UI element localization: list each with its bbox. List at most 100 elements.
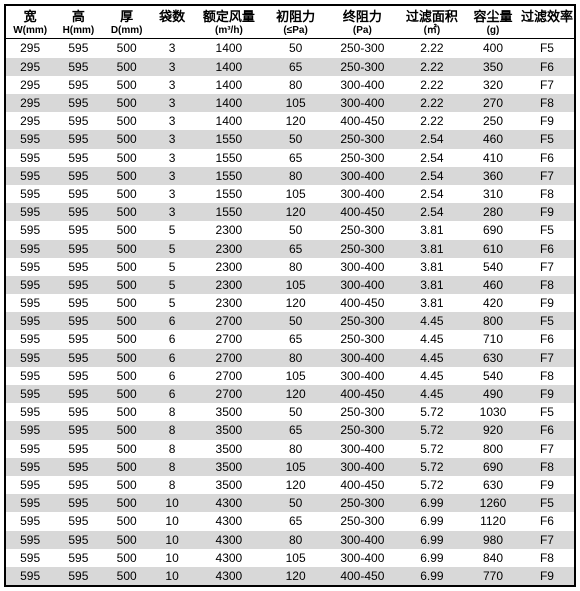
cell: 300-400 [327, 531, 398, 549]
cell: 3 [151, 94, 194, 112]
cell: 460 [466, 130, 520, 148]
cell: 500 [103, 512, 151, 530]
cell: 4.45 [398, 385, 466, 403]
cell: 105 [264, 367, 326, 385]
cell: 500 [103, 149, 151, 167]
cell: 2.54 [398, 203, 466, 221]
cell: 400-450 [327, 112, 398, 130]
col-header-sub: (g) [466, 25, 520, 37]
cell: 2700 [193, 330, 264, 348]
cell: 595 [54, 149, 102, 167]
col-header-8: 容尘量(g) [466, 6, 520, 39]
cell: 2.22 [398, 39, 466, 58]
table-row: 5955955006270065250-3004.45710F6 [6, 330, 574, 348]
cell: 50 [264, 39, 326, 58]
cell: 1260 [466, 494, 520, 512]
cell: 500 [103, 112, 151, 130]
col-header-6: 终阻力(Pa) [327, 6, 398, 39]
table-row: 5955955003155065250-3002.54410F6 [6, 149, 574, 167]
cell: 360 [466, 167, 520, 185]
cell: 350 [466, 58, 520, 76]
cell: 120 [264, 567, 326, 585]
table-row: 59559550083500105300-4005.72690F8 [6, 458, 574, 476]
cell: 595 [54, 531, 102, 549]
cell: F6 [520, 149, 574, 167]
cell: 595 [6, 276, 54, 294]
cell: F7 [520, 440, 574, 458]
col-header-main: 袋数 [151, 10, 194, 25]
cell: 65 [264, 149, 326, 167]
cell: 490 [466, 385, 520, 403]
cell: 400-450 [327, 203, 398, 221]
cell: 500 [103, 330, 151, 348]
cell: 295 [6, 39, 54, 58]
cell: 595 [6, 221, 54, 239]
cell: 50 [264, 403, 326, 421]
col-header-main: 过滤面积 [398, 10, 466, 25]
cell: 595 [6, 385, 54, 403]
cell: 595 [6, 458, 54, 476]
cell: 250-300 [327, 312, 398, 330]
cell: 500 [103, 403, 151, 421]
cell: 2300 [193, 276, 264, 294]
spec-table-container: 宽W(mm)高H(mm)厚D(mm)袋数额定风量(m³/h)初阻力(≤Pa)终阻… [4, 4, 576, 587]
cell: 3 [151, 130, 194, 148]
cell: 595 [54, 567, 102, 585]
cell: 595 [54, 185, 102, 203]
cell: 250-300 [327, 130, 398, 148]
cell: 595 [54, 403, 102, 421]
cell: 300-400 [327, 458, 398, 476]
cell: F9 [520, 385, 574, 403]
table-row: 59559550031550120400-4502.54280F9 [6, 203, 574, 221]
cell: 5 [151, 276, 194, 294]
table-row: 595595500104300105300-4006.99840F8 [6, 549, 574, 567]
cell: 595 [54, 221, 102, 239]
cell: F8 [520, 185, 574, 203]
cell: 2700 [193, 385, 264, 403]
col-header-main: 容尘量 [466, 10, 520, 25]
col-header-sub: (m³/h) [193, 25, 264, 37]
cell: 3500 [193, 421, 264, 439]
cell: 2300 [193, 240, 264, 258]
table-row: 5955955006270080300-4004.45630F7 [6, 349, 574, 367]
cell: 295 [6, 76, 54, 94]
col-header-sub: D(mm) [103, 25, 151, 37]
cell: 1550 [193, 185, 264, 203]
cell: F8 [520, 549, 574, 567]
cell: 500 [103, 294, 151, 312]
cell: 6.99 [398, 494, 466, 512]
table-row: 5955955008350050250-3005.721030F5 [6, 403, 574, 421]
cell: 5.72 [398, 440, 466, 458]
col-header-sub: (㎡) [398, 25, 466, 37]
cell: F9 [520, 567, 574, 585]
cell: 300-400 [327, 258, 398, 276]
table-row: 29559550031400105300-4002.22270F8 [6, 94, 574, 112]
cell: 500 [103, 276, 151, 294]
cell: 500 [103, 185, 151, 203]
col-header-sub: H(mm) [54, 25, 102, 37]
cell: 120 [264, 203, 326, 221]
cell: 5 [151, 294, 194, 312]
cell: F5 [520, 130, 574, 148]
cell: 595 [6, 149, 54, 167]
cell: 840 [466, 549, 520, 567]
cell: 250-300 [327, 221, 398, 239]
cell: F9 [520, 203, 574, 221]
col-header-0: 宽W(mm) [6, 6, 54, 39]
cell: F7 [520, 76, 574, 94]
cell: 300-400 [327, 185, 398, 203]
cell: F7 [520, 349, 574, 367]
cell: 595 [54, 39, 102, 58]
table-row: 59559550052300120400-4503.81420F9 [6, 294, 574, 312]
cell: 400-450 [327, 294, 398, 312]
cell: 250-300 [327, 149, 398, 167]
cell: 250 [466, 112, 520, 130]
cell: 3 [151, 167, 194, 185]
cell: 595 [54, 112, 102, 130]
table-row: 5955955005230080300-4003.81540F7 [6, 258, 574, 276]
cell: 595 [54, 258, 102, 276]
cell: 250-300 [327, 512, 398, 530]
cell: 270 [466, 94, 520, 112]
table-row: 29559550031400120400-4502.22250F9 [6, 112, 574, 130]
cell: 595 [6, 185, 54, 203]
